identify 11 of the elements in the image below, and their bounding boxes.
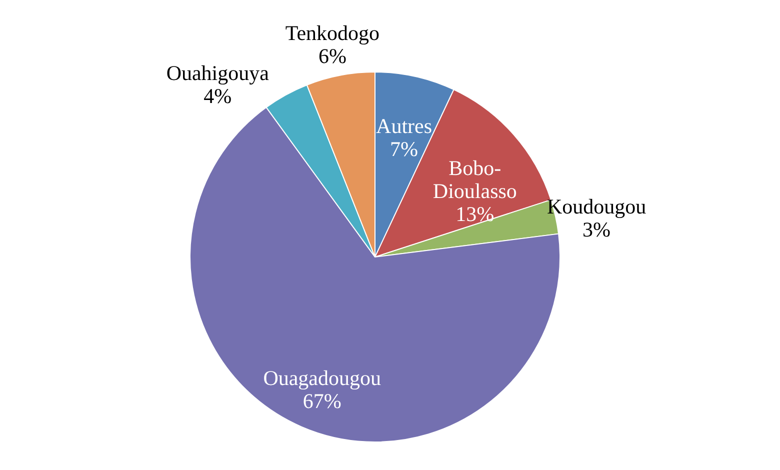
- data-label: 3%: [582, 217, 611, 242]
- slice-label: Ouagadougou: [263, 366, 382, 390]
- data-label: 7%: [390, 137, 418, 162]
- data-label: 67%: [302, 389, 342, 414]
- slice-label: Tenkodogo: [285, 21, 380, 46]
- data-label: 4%: [204, 84, 232, 108]
- slice-label: Bobo-Dioulasso: [432, 156, 517, 203]
- data-label: 6%: [318, 44, 346, 68]
- data-label: 13%: [456, 202, 494, 226]
- slice-label: Autres: [376, 114, 432, 138]
- slice-label: Ouahigouya: [166, 61, 270, 86]
